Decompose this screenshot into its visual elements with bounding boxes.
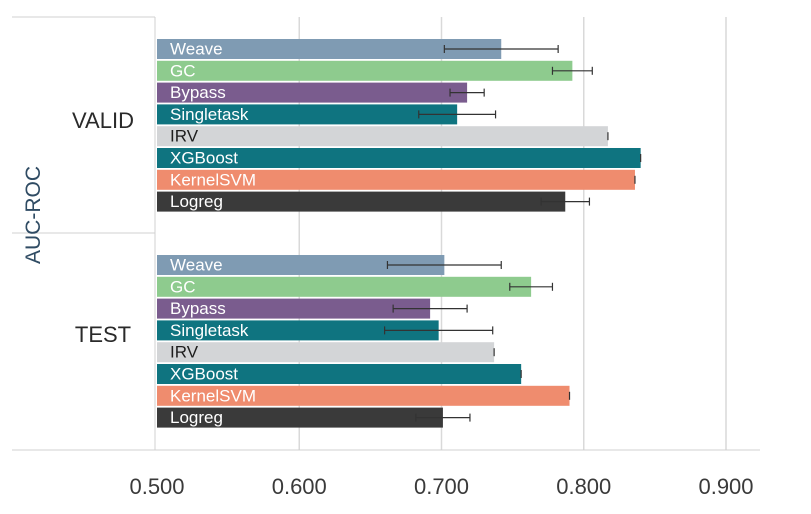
bar-test-logreg — [157, 407, 443, 428]
bar-label: XGBoost — [170, 149, 238, 168]
bar-valid-weave — [157, 39, 502, 59]
bar-test-gc — [157, 276, 532, 297]
bar-label: Weave — [170, 256, 223, 275]
bar-label: Logreg — [170, 408, 223, 427]
bar-label: GC — [170, 277, 196, 296]
error-bars — [384, 45, 642, 422]
bar-label: Bypass — [170, 299, 226, 318]
bar-labels: Weave GC Bypass Singletask IRV XGBoost KernelS… — [170, 40, 256, 428]
bar-valid-bypass — [157, 82, 468, 103]
bar-label: KernelSVM — [170, 170, 256, 189]
x-axis-ticks: 0.500 0.600 0.700 0.800 0.900 — [129, 474, 753, 499]
bar-label: Logreg — [170, 192, 223, 211]
x-tick-label: 0.600 — [272, 474, 327, 499]
bar-label: IRV — [170, 343, 199, 362]
bar-valid-logreg — [157, 191, 566, 212]
bar-label: GC — [170, 61, 196, 80]
bar-test-xgboost — [157, 364, 522, 384]
bar-label: KernelSVM — [170, 386, 256, 405]
bar-label: Singletask — [170, 105, 249, 124]
group-labels: VALID TEST — [72, 108, 134, 347]
bar-valid-xgboost — [157, 148, 641, 168]
bar-valid-gc — [157, 60, 573, 81]
x-tick-label: 0.900 — [698, 474, 753, 499]
bar-test-kernelsvm — [157, 385, 570, 406]
bars — [157, 39, 641, 428]
bar-valid-irv — [157, 126, 608, 147]
x-tick-label: 0.500 — [129, 474, 184, 499]
bar-label: IRV — [170, 127, 199, 146]
y-axis-title: AUC-ROC — [22, 166, 45, 264]
bar-label: XGBoost — [170, 365, 238, 384]
bar-test-singletask — [157, 320, 439, 341]
bar-label: Singletask — [170, 321, 249, 340]
x-tick-label: 0.800 — [556, 474, 611, 499]
bar-valid-singletask — [157, 104, 458, 125]
bar-label: Bypass — [170, 83, 226, 102]
bar-valid-kernelsvm — [157, 169, 635, 190]
chart-frame — [12, 16, 760, 451]
bar-label: Weave — [170, 40, 223, 59]
group-label-valid: VALID — [72, 108, 134, 133]
bar-test-bypass — [157, 298, 431, 319]
bar-test-weave — [157, 255, 445, 275]
x-tick-label: 0.700 — [414, 474, 469, 499]
bar-test-irv — [157, 342, 495, 363]
gridlines — [298, 17, 727, 450]
group-label-test: TEST — [75, 322, 131, 347]
